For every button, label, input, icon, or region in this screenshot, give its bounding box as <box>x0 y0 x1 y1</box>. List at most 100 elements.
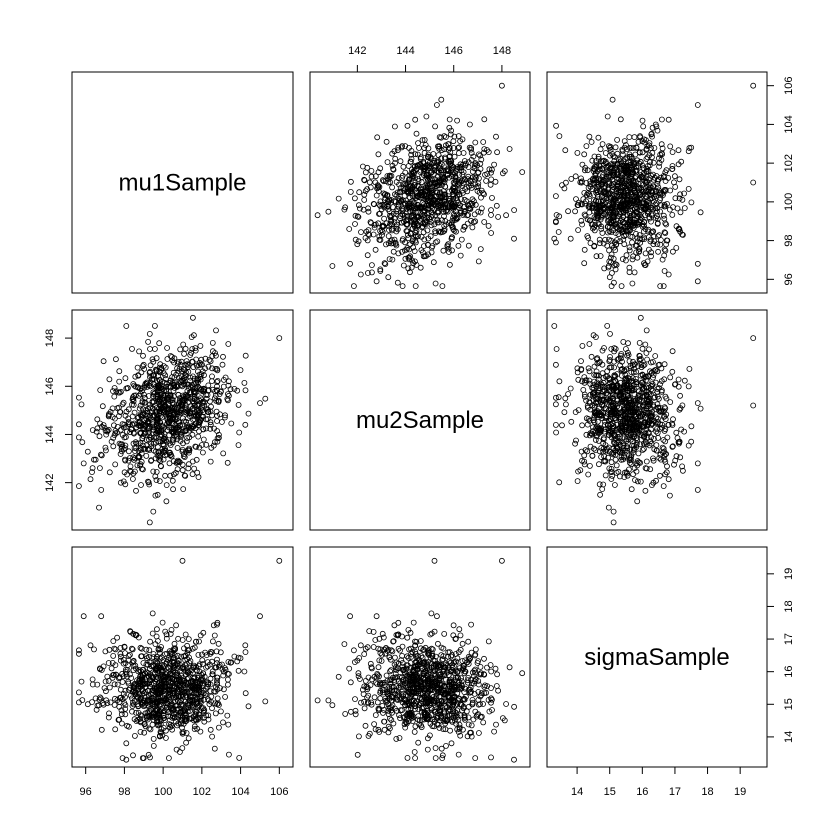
data-point <box>614 382 620 389</box>
data-point <box>606 220 613 226</box>
data-point <box>224 395 231 402</box>
data-point <box>579 342 586 349</box>
data-point <box>676 440 682 447</box>
data-point <box>649 369 655 376</box>
data-point <box>145 338 152 345</box>
data-point <box>553 212 560 218</box>
data-point <box>364 270 371 276</box>
data-point <box>409 172 416 179</box>
data-point <box>630 369 637 376</box>
data-point <box>130 398 137 405</box>
data-point <box>214 438 221 445</box>
data-point <box>617 238 623 245</box>
data-point <box>588 221 595 228</box>
data-point <box>406 172 413 179</box>
data-point <box>91 456 97 463</box>
data-point <box>475 183 482 190</box>
panel-mu1Sample-vs-mu2Sample <box>309 71 531 294</box>
data-point <box>383 138 390 145</box>
data-point <box>133 440 140 447</box>
data-point <box>431 179 438 186</box>
data-point <box>209 638 216 645</box>
data-point <box>116 378 123 385</box>
data-point <box>617 116 624 123</box>
data-point <box>596 387 602 394</box>
data-point <box>623 231 629 238</box>
data-point <box>587 430 594 437</box>
data-point <box>486 166 493 173</box>
data-point <box>236 755 243 761</box>
data-point <box>159 423 166 430</box>
data-point <box>145 478 151 485</box>
data-point <box>657 472 663 479</box>
data-point <box>641 440 647 447</box>
data-point <box>614 371 621 378</box>
data-point <box>221 665 228 671</box>
data-point <box>397 184 404 191</box>
data-point <box>495 213 502 220</box>
data-point <box>174 383 181 390</box>
data-point <box>581 246 588 253</box>
data-point <box>618 355 624 362</box>
data-point <box>614 409 620 416</box>
data-point <box>608 459 615 466</box>
data-point <box>102 444 109 451</box>
data-point <box>224 676 231 683</box>
data-point <box>175 712 182 719</box>
data-point <box>626 269 633 276</box>
data-point <box>434 238 441 245</box>
data-point <box>621 474 628 481</box>
data-point <box>635 213 642 220</box>
data-point <box>389 225 395 232</box>
data-point <box>590 424 596 431</box>
data-point <box>672 183 679 190</box>
data-point <box>194 413 201 420</box>
data-point <box>415 202 422 209</box>
data-point <box>642 487 649 494</box>
data-point <box>436 182 443 189</box>
data-point <box>155 372 162 379</box>
data-point <box>656 455 663 461</box>
data-point <box>680 231 686 238</box>
data-point <box>643 146 650 152</box>
data-point <box>377 227 384 234</box>
data-point <box>624 393 631 400</box>
data-point <box>608 465 615 472</box>
data-point <box>371 224 378 231</box>
data-point <box>633 381 640 388</box>
data-point <box>84 701 91 708</box>
data-point <box>191 644 198 651</box>
data-point <box>362 169 369 176</box>
data-point <box>652 201 659 208</box>
data-point <box>595 220 602 227</box>
data-point <box>404 231 411 238</box>
data-point <box>395 175 402 182</box>
data-point <box>675 147 682 154</box>
data-point <box>207 419 214 426</box>
data-point <box>178 358 185 365</box>
data-point <box>125 723 132 730</box>
data-point <box>142 421 149 428</box>
data-point <box>607 330 613 337</box>
data-point <box>464 212 471 219</box>
data-point <box>455 242 462 249</box>
data-point <box>112 646 119 653</box>
data-point <box>422 164 429 171</box>
data-point <box>584 448 591 455</box>
data-point <box>368 262 375 269</box>
data-point <box>467 178 474 185</box>
data-point <box>581 461 588 468</box>
data-point <box>455 145 461 151</box>
data-point <box>491 161 498 168</box>
data-point <box>477 209 484 216</box>
data-point <box>409 175 416 182</box>
data-point <box>196 401 203 408</box>
data-point <box>593 334 599 341</box>
data-point <box>188 403 195 410</box>
data-point <box>189 358 196 365</box>
data-point <box>460 150 467 156</box>
data-point <box>387 179 394 186</box>
data-point <box>372 246 379 253</box>
data-point <box>262 698 269 705</box>
panel-mu2Sample-vs-mu2Sample: mu2Sample <box>309 309 531 531</box>
